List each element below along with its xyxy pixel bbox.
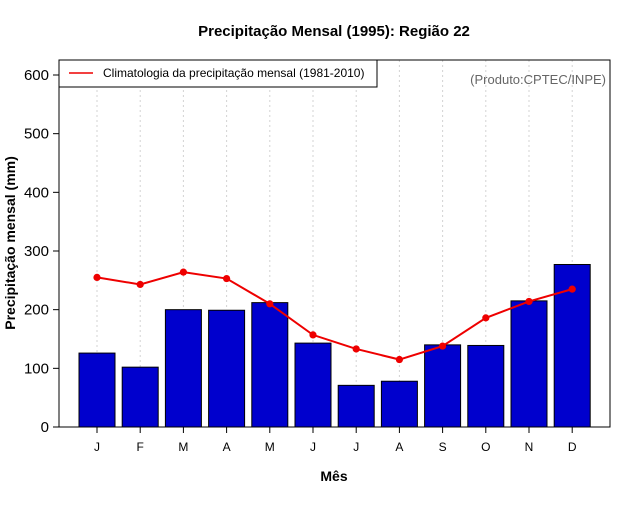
bar-6 bbox=[294, 342, 332, 428]
x-tick-label-6: J bbox=[310, 440, 316, 454]
climatology-series bbox=[93, 268, 576, 364]
climatology-point-5 bbox=[266, 300, 274, 308]
y-tick-label-400: 400 bbox=[24, 184, 49, 201]
x-tick-label-12: D bbox=[568, 440, 577, 454]
legend-box bbox=[58, 59, 378, 88]
climatology-point-6 bbox=[309, 331, 317, 339]
x-axis-label: Mês bbox=[320, 468, 347, 484]
y-tick-label-0: 0 bbox=[41, 419, 49, 436]
climatology-point-12 bbox=[568, 285, 576, 293]
climatology-point-9 bbox=[439, 342, 447, 350]
bar-9 bbox=[424, 344, 462, 428]
climatology-point-1 bbox=[93, 273, 101, 281]
climatology-point-10 bbox=[482, 314, 490, 322]
y-axis: 0 100 200 300 400 500 600 bbox=[24, 67, 60, 436]
climatology-point-4 bbox=[223, 274, 231, 283]
x-tick-label-4: A bbox=[223, 440, 231, 454]
climatology-point-7 bbox=[352, 345, 360, 353]
x-tick-label-7: J bbox=[353, 440, 359, 454]
bar-1 bbox=[78, 352, 116, 428]
bar-2 bbox=[121, 366, 159, 428]
climatology-point-8 bbox=[395, 355, 403, 364]
climatology-point-11 bbox=[525, 297, 533, 306]
y-tick-label-200: 200 bbox=[24, 302, 49, 319]
legend: Climatologia da precipitação mensal (198… bbox=[58, 59, 378, 88]
y-tick-label-300: 300 bbox=[24, 243, 49, 260]
bar-7 bbox=[337, 384, 375, 428]
bar-8 bbox=[380, 380, 418, 428]
y-tick-label-600: 600 bbox=[24, 67, 49, 84]
credit-text: (Produto:CPTEC/INPE) bbox=[470, 72, 606, 87]
bar-11 bbox=[510, 300, 548, 428]
x-tick-label-2: F bbox=[137, 440, 144, 454]
x-tick-label-8: A bbox=[395, 440, 403, 454]
x-tick-label-1: J bbox=[94, 440, 100, 454]
chart-title: Precipitação Mensal (1995): Região 22 bbox=[198, 23, 470, 40]
bar-3 bbox=[164, 309, 202, 428]
y-tick-label-100: 100 bbox=[24, 360, 49, 377]
climatology-point-3 bbox=[179, 268, 187, 276]
x-tick-label-11: N bbox=[525, 440, 534, 454]
bar-series bbox=[78, 263, 591, 428]
climatology-point-2 bbox=[136, 280, 144, 289]
climatology-line bbox=[96, 271, 573, 361]
bar-10 bbox=[467, 344, 505, 428]
y-axis-label: Precipitação mensal (mm) bbox=[2, 156, 18, 330]
y-tick-label-500: 500 bbox=[24, 126, 49, 143]
bar-4 bbox=[208, 309, 246, 428]
x-tick-label-3: M bbox=[178, 440, 188, 454]
bar-5 bbox=[251, 302, 289, 428]
x-tick-label-5: M bbox=[265, 440, 275, 454]
x-tick-label-9: S bbox=[439, 440, 447, 454]
legend-entry-climatology: Climatologia da precipitação mensal (198… bbox=[103, 66, 364, 80]
x-tick-label-10: O bbox=[481, 440, 490, 454]
